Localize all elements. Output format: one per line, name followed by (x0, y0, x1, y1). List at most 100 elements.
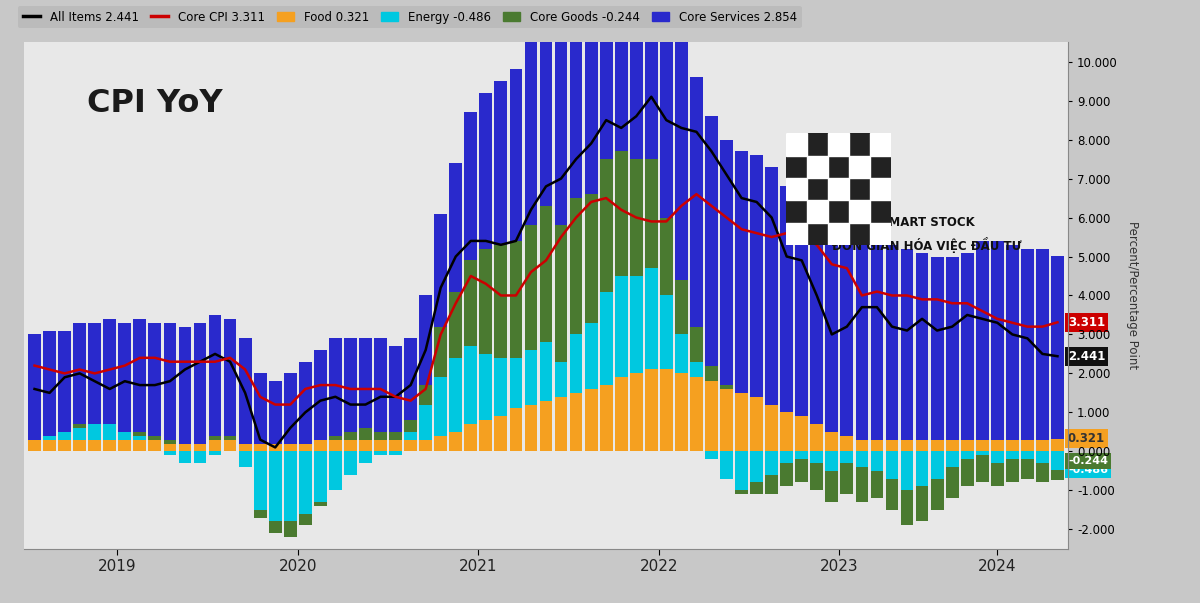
Bar (690, 327, 703, 362)
Bar (1036, 440, 1049, 451)
Bar (133, 436, 146, 440)
Bar (449, 358, 462, 432)
Bar (674, 373, 688, 451)
Bar (449, 432, 462, 451)
Bar (931, 256, 943, 440)
Bar (329, 440, 342, 451)
Bar (870, 245, 883, 440)
Bar (193, 444, 206, 451)
Legend: All Items 2.441, Core CPI 3.311, Food 0.321, Energy -0.486, Core Goods -0.244, C: All Items 2.441, Core CPI 3.311, Food 0.… (18, 6, 802, 28)
Bar (600, 0, 612, 159)
Bar (991, 451, 1003, 463)
Bar (976, 451, 989, 455)
Bar (570, 335, 582, 393)
Bar (89, 323, 101, 424)
Bar (554, 226, 568, 362)
Bar (269, 451, 282, 522)
Bar (1051, 439, 1064, 451)
Bar (780, 186, 793, 412)
Bar (886, 451, 899, 479)
Bar (163, 323, 176, 440)
Bar (810, 451, 823, 463)
Bar (916, 487, 929, 522)
Bar (524, 226, 538, 350)
Bar (946, 440, 959, 451)
Bar (374, 338, 386, 432)
Bar (916, 451, 929, 487)
Bar (89, 424, 101, 440)
Bar (796, 451, 808, 459)
Bar (690, 362, 703, 377)
Bar (600, 292, 612, 385)
Bar (766, 167, 778, 405)
Bar (736, 451, 748, 490)
Bar (449, 292, 462, 358)
Bar (434, 377, 448, 436)
Bar (660, 0, 673, 218)
Bar (991, 463, 1003, 487)
Bar (828, 223, 848, 245)
Bar (810, 463, 823, 490)
Bar (223, 436, 236, 440)
Bar (73, 323, 86, 424)
Bar (73, 424, 86, 428)
Bar (808, 200, 828, 223)
Bar (119, 323, 131, 432)
Bar (43, 440, 56, 451)
Bar (780, 463, 793, 487)
Bar (163, 440, 176, 444)
Bar (359, 451, 372, 463)
Bar (706, 451, 718, 459)
Bar (344, 338, 356, 432)
Bar (524, 405, 538, 451)
Bar (736, 151, 748, 393)
Bar (540, 343, 552, 400)
Bar (584, 0, 598, 194)
Bar (961, 451, 973, 459)
Bar (870, 178, 890, 200)
Bar (766, 475, 778, 494)
Bar (404, 432, 418, 440)
Bar (690, 377, 703, 451)
Bar (916, 440, 929, 451)
Bar (826, 432, 839, 451)
Bar (43, 436, 56, 440)
Bar (464, 346, 478, 424)
Bar (314, 350, 326, 440)
Bar (133, 432, 146, 436)
Bar (149, 440, 161, 451)
Bar (674, 31, 688, 280)
Bar (786, 178, 808, 200)
Bar (660, 295, 673, 370)
Bar (179, 451, 191, 463)
Bar (299, 514, 312, 525)
Bar (209, 451, 222, 455)
Bar (28, 440, 41, 451)
Bar (796, 459, 808, 482)
Bar (901, 451, 913, 490)
Bar (848, 200, 870, 223)
Bar (163, 444, 176, 451)
Bar (750, 397, 763, 451)
Bar (434, 213, 448, 327)
Bar (374, 451, 386, 455)
Bar (179, 444, 191, 451)
Bar (209, 440, 222, 451)
Bar (886, 440, 899, 451)
Bar (946, 451, 959, 467)
Bar (404, 420, 418, 432)
Bar (614, 276, 628, 377)
Bar (976, 241, 989, 440)
Bar (870, 440, 883, 451)
Bar (464, 424, 478, 451)
Bar (674, 280, 688, 335)
Bar (1021, 248, 1033, 440)
Bar (329, 338, 342, 436)
Bar (59, 440, 71, 451)
Bar (786, 133, 808, 156)
Bar (766, 451, 778, 475)
Bar (1006, 440, 1019, 451)
Bar (73, 428, 86, 440)
Bar (614, 151, 628, 276)
Bar (119, 432, 131, 440)
